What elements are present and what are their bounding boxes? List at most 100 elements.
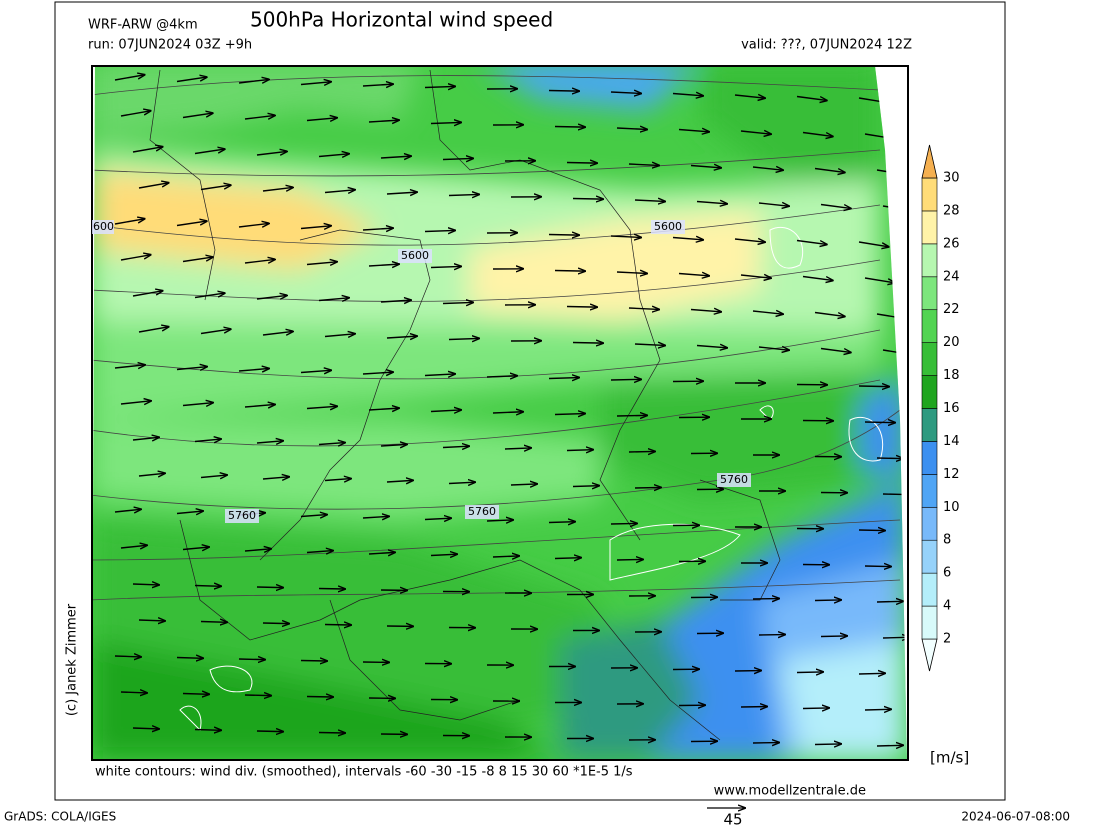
wind-vector <box>362 228 393 230</box>
wind-vector <box>194 293 225 299</box>
wind-vector <box>758 203 789 206</box>
wind-vector <box>814 600 841 601</box>
wind-vector <box>368 408 399 410</box>
colorbar-box <box>921 375 938 409</box>
wind-vector <box>678 130 709 132</box>
wind-vector <box>386 336 417 338</box>
wind-vector <box>262 623 289 624</box>
wind-vector <box>362 84 393 86</box>
colorbar-unit: [m/s] <box>930 749 969 767</box>
wind-vector <box>554 271 585 272</box>
contour-label-box <box>225 509 259 523</box>
wind-vector <box>194 586 221 587</box>
wind-vector <box>864 422 895 423</box>
wind-vector <box>176 658 203 659</box>
map-frame <box>91 65 909 761</box>
timestamp: 2024-06-07-08:00 <box>961 810 1070 824</box>
wind-vector <box>182 403 213 406</box>
contour-label: 5600 <box>654 220 682 233</box>
wind-vector <box>182 547 209 549</box>
colorbar-box <box>921 276 938 311</box>
wind-vector <box>324 479 351 481</box>
colorbar-tick-label: 12 <box>943 467 960 482</box>
wind-vector <box>194 439 221 441</box>
wind-vector <box>858 241 889 247</box>
wind-vector <box>566 450 593 451</box>
wind-vector <box>616 415 647 416</box>
wind-vector <box>324 190 355 193</box>
wind-vector <box>424 518 451 519</box>
wind-vector <box>256 295 287 299</box>
colorbar-tick-label: 22 <box>943 302 960 317</box>
colorbar-box <box>921 309 938 343</box>
wind-vector <box>182 113 213 119</box>
wind-vector <box>430 122 461 123</box>
wind-vector <box>238 659 265 660</box>
wind-vector <box>448 338 479 339</box>
wind-vector <box>876 601 903 602</box>
wind-vector <box>554 558 581 559</box>
colorbar-tick-label: 10 <box>943 500 960 515</box>
contour-label: 5760 <box>468 505 496 518</box>
wind-vector <box>194 730 221 731</box>
colorbar-box <box>921 506 938 541</box>
wind-vector <box>132 147 163 153</box>
wind-vector <box>696 346 727 348</box>
colorbar-tick-label: 18 <box>943 368 960 383</box>
wind-vector <box>448 194 479 195</box>
wind-vector <box>486 520 513 521</box>
colorbar-box <box>921 572 938 607</box>
wind-vector <box>883 781 909 782</box>
wind-vector <box>244 549 271 551</box>
colorbar-tick-label: 28 <box>943 203 960 218</box>
credit: (c) Janek Zimmer <box>65 603 80 716</box>
wind-vector <box>138 473 165 476</box>
colorbar-box <box>921 539 938 574</box>
colorbar-tick-label: 30 <box>943 171 960 186</box>
wind-vector <box>566 163 597 164</box>
wind-vector <box>182 257 213 263</box>
wind-vector <box>566 307 597 308</box>
wind-vector <box>442 446 469 447</box>
wind-vector <box>424 374 455 376</box>
colorbar-tick-label: 16 <box>943 401 960 416</box>
wind-vector <box>548 91 579 92</box>
wind-vector <box>256 151 287 155</box>
colorbar-box <box>921 441 938 475</box>
contour-label: 5760 <box>720 473 748 486</box>
wind-vector <box>858 386 889 387</box>
wind-vector <box>262 187 293 191</box>
wind-vector <box>628 451 655 452</box>
colorbar-box <box>921 342 938 376</box>
wind-vector <box>802 131 833 137</box>
wind-vector <box>572 486 599 487</box>
wind-vector <box>802 708 829 709</box>
wind-vector <box>362 516 389 518</box>
colorbar-box <box>921 243 938 278</box>
wind-vector <box>616 272 647 273</box>
wind-vector <box>510 484 537 485</box>
wind-vector <box>120 401 151 404</box>
wind-vector <box>262 331 293 335</box>
wind-vector <box>176 221 207 227</box>
contour-label-box <box>465 505 499 519</box>
contour-label: 5600 <box>401 249 429 262</box>
wind-vector <box>758 347 789 350</box>
wind-vector <box>306 551 333 553</box>
wind-vector <box>132 291 163 297</box>
wind-vector <box>300 515 327 517</box>
wind-vector <box>820 636 847 637</box>
wind-vector <box>362 372 393 374</box>
wind-vector <box>858 673 885 674</box>
wind-vector <box>864 566 891 567</box>
wind-vector <box>504 448 531 449</box>
wind-vector <box>616 559 643 560</box>
wind-vector <box>368 264 399 266</box>
wind-vector <box>200 475 227 477</box>
figure-frame <box>54 1 1006 801</box>
wind-vector <box>876 745 903 746</box>
wind-vector <box>120 255 151 261</box>
colorbar-tick-label: 14 <box>943 434 960 449</box>
wind-vector <box>448 482 475 483</box>
